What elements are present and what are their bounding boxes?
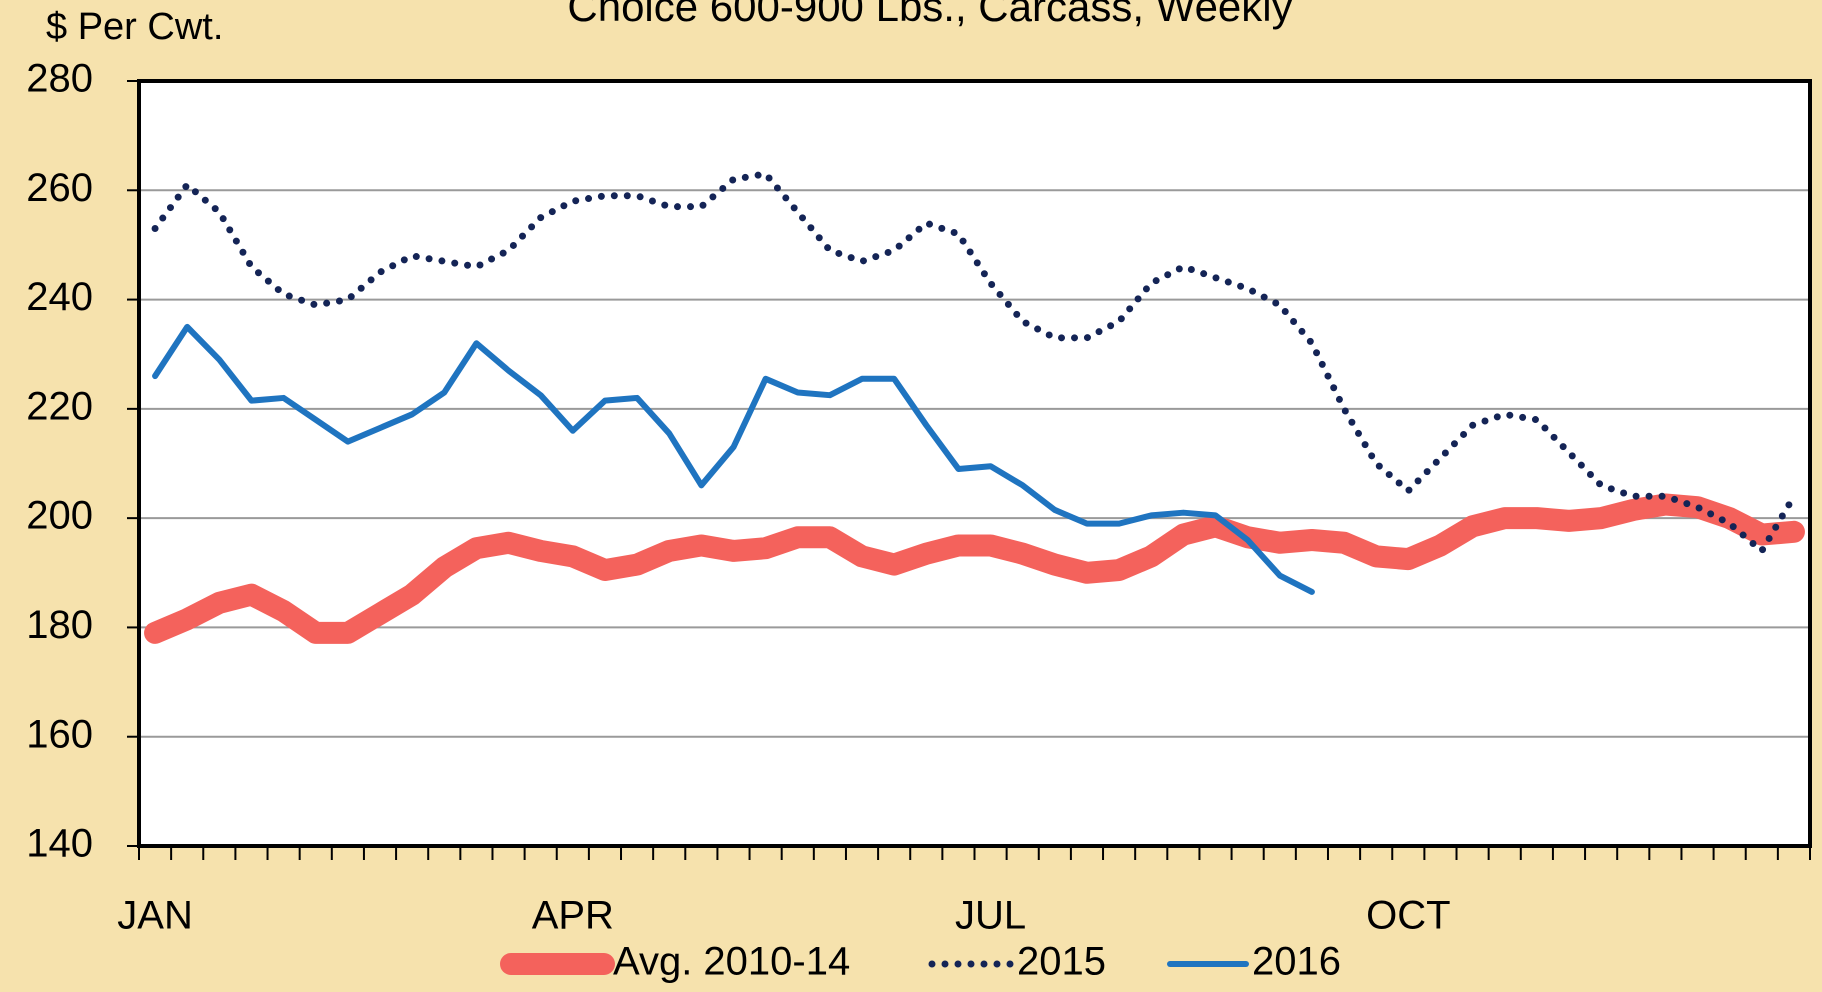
- x-tick-label: JAN: [117, 894, 193, 938]
- y-tick-label: 160: [26, 712, 93, 756]
- x-tick-label: APR: [532, 894, 614, 938]
- x-tick-label: JUL: [955, 894, 1026, 938]
- plot-border: [137, 79, 1812, 848]
- y-axis-label: $ Per Cwt.: [46, 6, 223, 48]
- series-line: [151, 170, 1798, 555]
- series-line: [152, 323, 1315, 595]
- y-tick-label: 200: [26, 494, 93, 538]
- legend-label: 2015: [1017, 940, 1106, 984]
- plot-area: [139, 81, 1810, 846]
- y-tick-label: 220: [26, 384, 93, 428]
- legend-label: Avg. 2010-14: [613, 940, 850, 984]
- series-line: [144, 493, 1805, 644]
- y-tick-label: 180: [26, 603, 93, 647]
- legend-label: 2016: [1252, 940, 1341, 984]
- y-tick-label: 240: [26, 275, 93, 319]
- x-ticks: [138, 846, 1811, 860]
- y-tick-label: 260: [26, 166, 93, 210]
- chart-title: Choice 600-900 Lbs., Carcass, Weekly: [567, 0, 1292, 30]
- x-tick-label: OCT: [1366, 894, 1450, 938]
- y-tick-label: 140: [26, 822, 93, 866]
- y-tick-label: 280: [26, 57, 93, 101]
